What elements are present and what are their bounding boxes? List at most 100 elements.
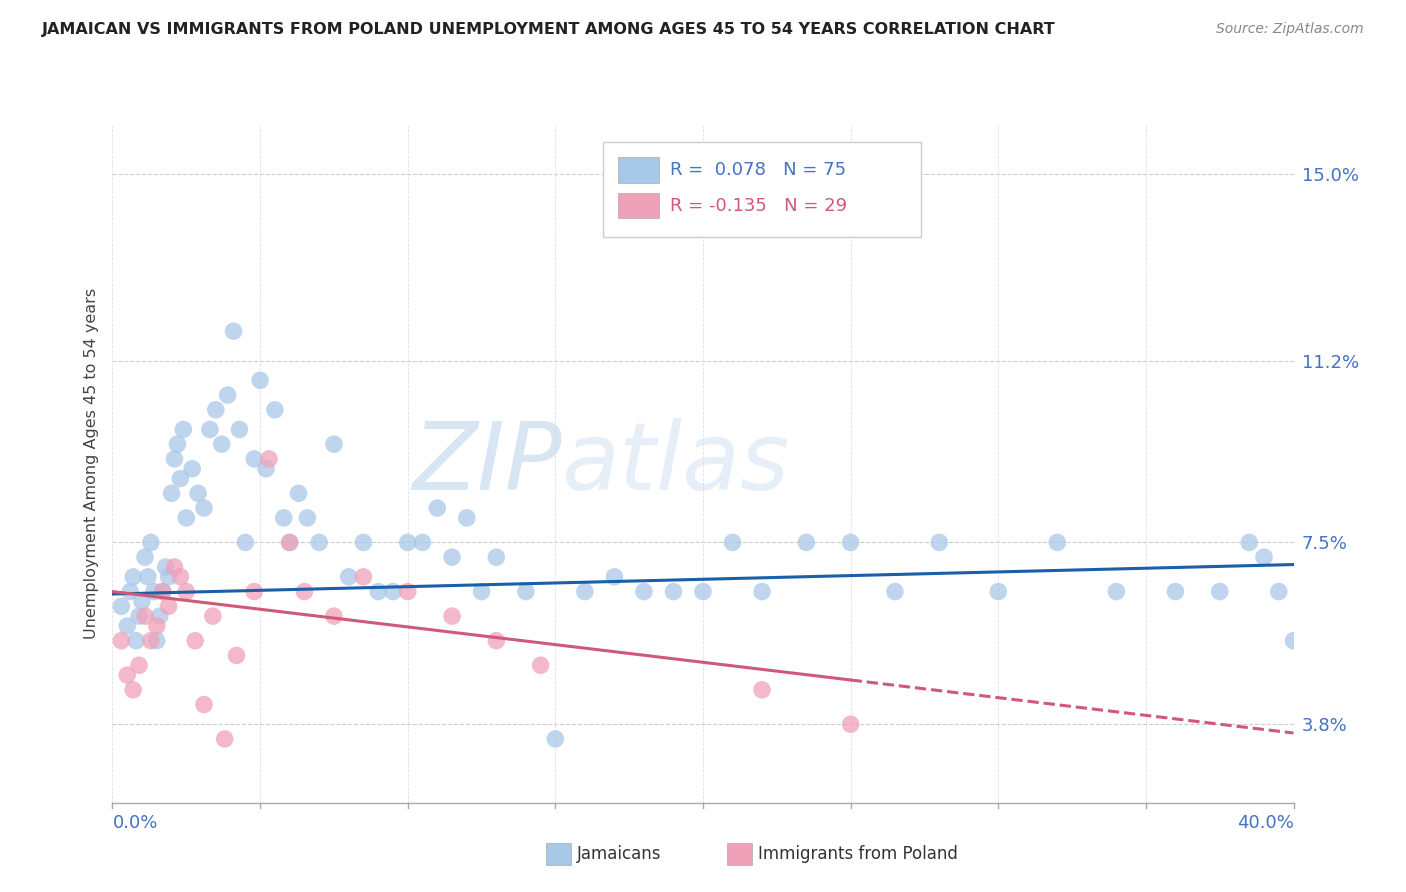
Point	[987, 584, 1010, 599]
Point	[396, 584, 419, 599]
Point	[125, 633, 148, 648]
Point	[217, 388, 239, 402]
Text: ZIP: ZIP	[412, 418, 561, 509]
Text: Source: ZipAtlas.com: Source: ZipAtlas.com	[1216, 22, 1364, 37]
Bar	[619, 193, 659, 219]
FancyBboxPatch shape	[603, 142, 921, 236]
Text: Immigrants from Poland: Immigrants from Poland	[758, 845, 957, 863]
Point	[1239, 535, 1261, 549]
Point	[264, 402, 287, 417]
Point	[169, 570, 191, 584]
Text: 0.0%: 0.0%	[112, 814, 157, 831]
Point	[163, 451, 186, 466]
Point	[396, 535, 419, 549]
Point	[323, 609, 346, 624]
Point	[184, 633, 207, 648]
Point	[193, 698, 215, 712]
Point	[172, 422, 194, 436]
Point	[120, 584, 142, 599]
Point	[603, 570, 626, 584]
Point	[1164, 584, 1187, 599]
Point	[257, 451, 280, 466]
Point	[544, 731, 567, 746]
Point	[139, 633, 162, 648]
Point	[796, 535, 818, 549]
Point	[297, 511, 319, 525]
Point	[1253, 550, 1275, 565]
Point	[146, 633, 169, 648]
Point	[146, 619, 169, 633]
Point	[441, 609, 464, 624]
Point	[198, 422, 221, 436]
Text: R = -0.135   N = 29: R = -0.135 N = 29	[669, 196, 846, 215]
Point	[187, 486, 209, 500]
Point	[426, 501, 449, 516]
Point	[287, 486, 309, 500]
Point	[1046, 535, 1069, 549]
Point	[292, 584, 315, 599]
Point	[1105, 584, 1128, 599]
Point	[142, 584, 165, 599]
Point	[131, 594, 153, 608]
Text: 40.0%: 40.0%	[1237, 814, 1294, 831]
Point	[157, 599, 180, 614]
Bar	[619, 157, 659, 183]
Point	[249, 373, 271, 387]
Point	[157, 570, 180, 584]
Point	[1268, 584, 1291, 599]
Point	[1282, 633, 1305, 648]
Y-axis label: Unemployment Among Ages 45 to 54 years: Unemployment Among Ages 45 to 54 years	[83, 288, 98, 640]
Point	[152, 584, 174, 599]
Point	[155, 560, 177, 574]
Point	[839, 535, 862, 549]
Point	[134, 609, 156, 624]
Point	[412, 535, 434, 549]
Point	[169, 472, 191, 486]
Point	[149, 609, 172, 624]
Point	[574, 584, 596, 599]
Point	[485, 633, 508, 648]
Point	[122, 570, 145, 584]
Point	[721, 535, 744, 549]
Point	[243, 584, 266, 599]
Point	[352, 535, 374, 549]
Point	[254, 462, 277, 476]
Point	[110, 599, 132, 614]
Text: R =  0.078   N = 75: R = 0.078 N = 75	[669, 161, 846, 178]
Point	[128, 609, 150, 624]
Point	[122, 682, 145, 697]
Point	[273, 511, 295, 525]
Point	[382, 584, 405, 599]
Point	[181, 462, 204, 476]
Point	[367, 584, 389, 599]
Point	[884, 584, 907, 599]
Text: atlas: atlas	[561, 418, 790, 509]
Point	[308, 535, 330, 549]
Point	[1208, 584, 1232, 599]
Point	[470, 584, 494, 599]
Point	[136, 570, 159, 584]
Point	[485, 550, 508, 565]
Point	[441, 550, 464, 565]
Point	[222, 324, 245, 338]
Point	[456, 511, 478, 525]
Text: Jamaicans: Jamaicans	[576, 845, 661, 863]
Point	[193, 501, 215, 516]
Point	[337, 570, 360, 584]
Point	[201, 609, 224, 624]
Point	[166, 437, 188, 451]
Point	[692, 584, 714, 599]
Point	[214, 731, 236, 746]
Point	[633, 584, 655, 599]
Point	[529, 658, 551, 673]
Point	[243, 451, 266, 466]
Point	[225, 648, 247, 663]
Point	[662, 584, 685, 599]
Point	[160, 486, 183, 500]
Point	[152, 584, 174, 599]
Point	[117, 668, 138, 682]
Point	[139, 535, 162, 549]
Point	[233, 535, 256, 549]
Point	[174, 511, 197, 525]
Point	[515, 584, 537, 599]
